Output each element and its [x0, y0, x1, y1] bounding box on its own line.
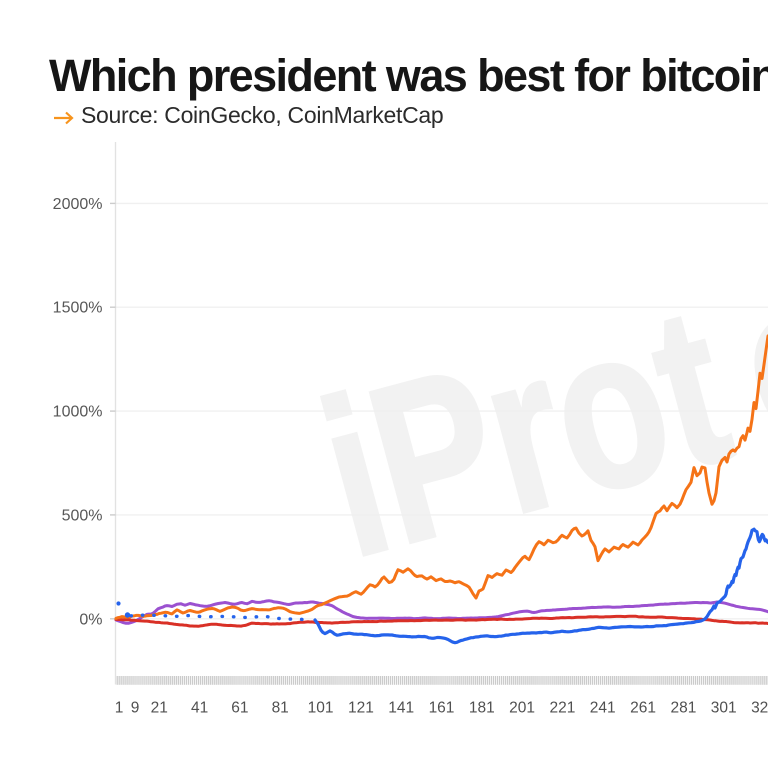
svg-text:121: 121 — [348, 700, 374, 717]
svg-text:0%: 0% — [79, 611, 102, 628]
svg-text:141: 141 — [388, 700, 414, 717]
svg-text:221: 221 — [549, 700, 575, 717]
svg-text:iProtocol: iProtocol — [299, 156, 768, 604]
svg-text:301: 301 — [711, 700, 737, 717]
svg-text:281: 281 — [670, 700, 696, 717]
svg-text:161: 161 — [429, 700, 455, 717]
svg-text:101: 101 — [308, 700, 334, 717]
svg-text:61: 61 — [231, 700, 248, 717]
svg-text:41: 41 — [191, 700, 208, 717]
svg-text:81: 81 — [272, 700, 289, 717]
svg-text:21: 21 — [151, 700, 168, 717]
svg-text:261: 261 — [630, 700, 656, 717]
svg-text:201: 201 — [509, 700, 535, 717]
svg-text:241: 241 — [590, 700, 616, 717]
svg-text:1: 1 — [115, 700, 124, 717]
svg-text:9: 9 — [131, 700, 140, 717]
svg-text:1000%: 1000% — [53, 404, 103, 421]
svg-text:1500%: 1500% — [53, 300, 103, 317]
svg-text:181: 181 — [469, 700, 495, 717]
svg-text:500%: 500% — [62, 507, 103, 524]
svg-text:321: 321 — [751, 700, 768, 717]
svg-text:2000%: 2000% — [53, 196, 103, 213]
